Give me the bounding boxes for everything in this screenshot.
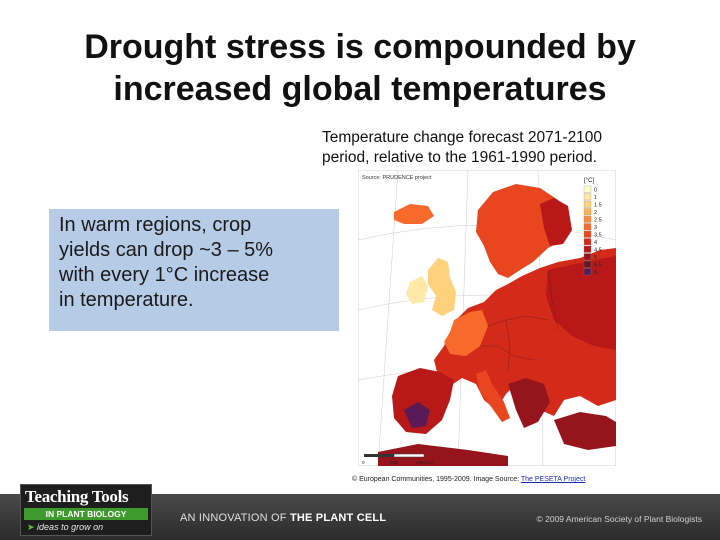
callout-text: In warm regions, crop yields can drop ~3… [59, 213, 333, 313]
logo-line-2: IN PLANT BIOLOGY [45, 509, 127, 519]
map-scale-bar: 0 500 1000 km [362, 453, 434, 465]
legend-unit: [°C] [584, 178, 594, 184]
legend-label: 0 [594, 188, 597, 194]
legend-swatch [583, 185, 592, 193]
legend-swatch [583, 193, 592, 201]
legend-swatch [583, 245, 592, 253]
peseta-project-link[interactable]: The PESETA Project [520, 476, 586, 483]
legend-label: 5 [594, 255, 597, 261]
innovation-prefix: AN INNOVATION OF [180, 512, 290, 524]
caption-line-2: period, relative to the 1961-1990 period… [322, 149, 597, 166]
legend-label: 1.5 [594, 203, 602, 209]
arrow-icon: ➤ [27, 522, 38, 532]
innovation-bold: THE PLANT CELL [289, 512, 387, 524]
land-north-africa [378, 444, 508, 466]
land-benelux-france [444, 310, 488, 356]
legend-swatch [583, 215, 592, 223]
callout-line-1: In warm regions, crop [59, 214, 252, 236]
credit-text: © European Communities, 1995-2009. Image… [352, 476, 521, 483]
image-credit: © European Communities, 1995-2009. Image… [352, 476, 652, 483]
title-line-2: increased global temperatures [113, 70, 607, 108]
legend-label: 5.5 [594, 263, 602, 269]
callout-line-3: with every 1°C increase [59, 264, 270, 286]
logo-line-1: Teaching Tools [25, 487, 129, 506]
innovation-text: AN INNOVATION OF THE PLANT CELL [180, 512, 386, 524]
scale-label-1000: 1000 km [416, 460, 434, 465]
legend-swatch [583, 268, 592, 276]
legend-label: 2 [594, 210, 597, 216]
caption-line-1: Temperature change forecast 2071-2100 [322, 129, 603, 146]
legend-label: 6 [594, 270, 597, 276]
legend-label: 3.5 [594, 233, 602, 239]
legend-label: 3 [594, 225, 597, 231]
land-balkans [508, 378, 550, 428]
land-great-britain [428, 258, 456, 316]
callout-line-2: yields can drop ~3 – 5% [59, 239, 274, 261]
europe-temperature-map: Source: PRUDENCE project [°C] 011.522.53… [358, 170, 616, 466]
land-finland [540, 198, 572, 246]
legend-swatch [583, 260, 592, 268]
logo-green-bar: IN PLANT BIOLOGY [24, 508, 148, 520]
logo-tagline: ➤ ideas to grow on [27, 522, 103, 533]
callout-line-4: in temperature. [59, 289, 194, 311]
legend-swatch [583, 253, 592, 261]
land-east [546, 256, 616, 350]
scale-label-500: 500 [390, 460, 398, 465]
map-caption: Temperature change forecast 2071-2100 pe… [322, 128, 712, 168]
legend-label: 4 [594, 240, 597, 246]
land-italy [476, 370, 510, 422]
slide-title: Drought stress is compounded by increase… [30, 26, 690, 110]
teaching-tools-logo: Teaching Tools IN PLANT BIOLOGY ➤ ideas … [20, 484, 152, 536]
legend-label: 2.5 [594, 218, 602, 224]
land-ireland [406, 276, 428, 304]
legend-swatch [583, 238, 592, 246]
legend-label: 4.5 [594, 248, 602, 254]
title-line-1: Drought stress is compounded by [84, 28, 636, 66]
land-iberia-hot [404, 402, 430, 428]
map-legend: 01 1.52 2.53 3.54 4.55 5.56 [583, 185, 602, 276]
scale-label-0: 0 [362, 460, 365, 465]
legend-swatch [583, 223, 592, 231]
logo-line-3: ideas to grow on [37, 522, 104, 532]
copyright-text: © 2009 American Society of Plant Biologi… [536, 514, 703, 524]
legend-swatch [583, 230, 592, 238]
legend-label: 1 [594, 195, 597, 201]
legend-swatch [583, 200, 592, 208]
map-source-label: Source: PRUDENCE project [362, 175, 432, 181]
legend-swatch [583, 208, 592, 216]
land-turkey [554, 412, 616, 450]
land-iceland [394, 204, 434, 224]
crop-yield-callout: In warm regions, crop yields can drop ~3… [49, 209, 339, 331]
map-borders [480, 269, 559, 371]
